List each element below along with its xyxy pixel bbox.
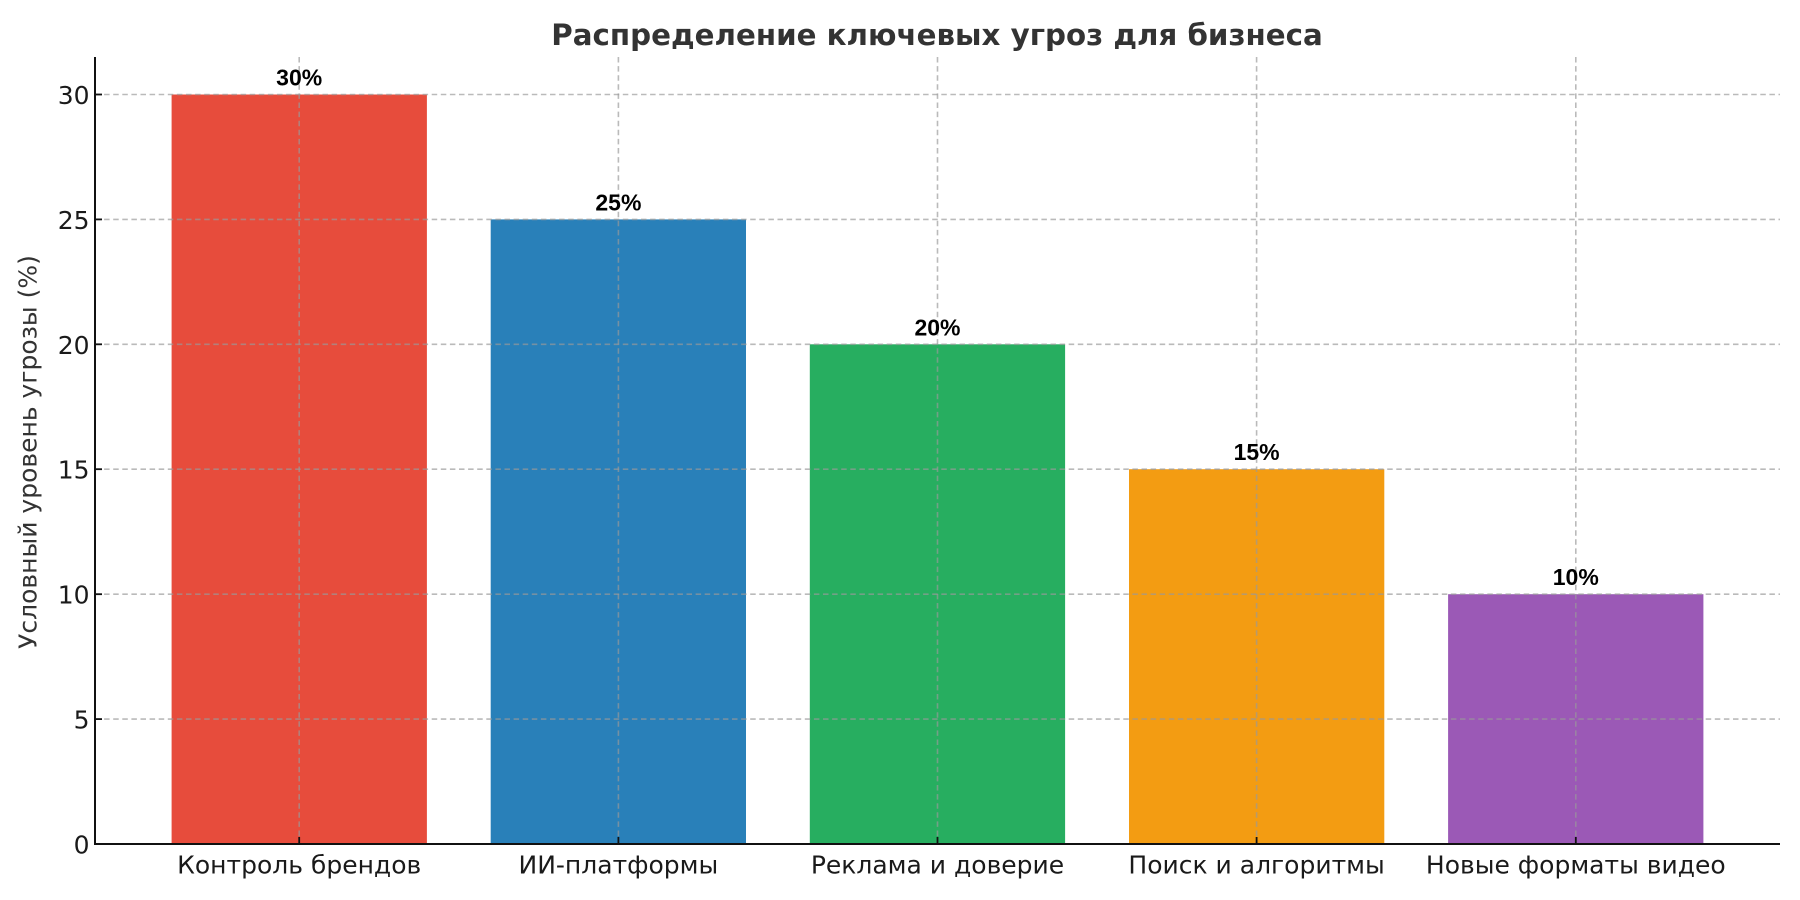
y-tick-label-0: 0 [74,831,90,860]
x-tick-label-2: ИИ-платформы [519,851,719,880]
labels-layer: 0 5 10 15 20 25 30 Контроль брендов ИИ-платформы… [58,65,1726,880]
y-tick-label-5: 5 [74,706,90,735]
chart-title: Распределение ключевых угроз для бизнеса [551,18,1322,52]
x-tick-label-4: Поиск и алгоритмы [1128,851,1384,880]
y-tick-label-30: 30 [58,81,90,110]
grid-layer [95,57,1780,844]
y-tick-label-20: 20 [58,331,90,360]
value-label-1: 30% [276,65,322,91]
y-tick-label-10: 10 [58,581,90,610]
value-label-5: 10% [1553,564,1599,590]
x-tick-label-3: Реклама и доверие [811,851,1064,880]
spines-layer [94,57,1780,845]
y-tick-label-15: 15 [58,456,90,485]
x-tick-label-5: Новые форматы видео [1426,851,1726,880]
value-label-4: 15% [1234,439,1280,465]
value-label-3: 20% [914,314,960,340]
value-label-2: 25% [595,189,641,215]
y-tick-label-25: 25 [58,206,90,235]
x-tick-label-1: Контроль брендов [177,851,421,880]
y-axis-label: Условный уровень угрозы (%) [14,255,43,649]
